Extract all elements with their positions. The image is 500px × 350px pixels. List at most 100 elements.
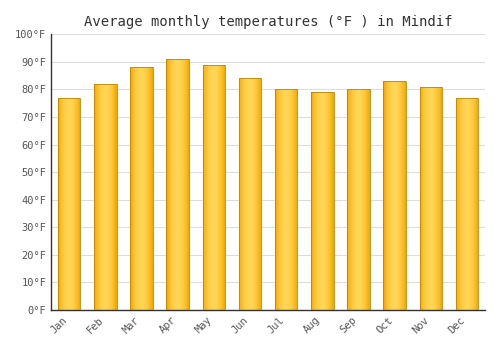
Bar <box>251 78 252 310</box>
Bar <box>108 84 110 310</box>
Bar <box>222 65 223 310</box>
Bar <box>332 92 333 310</box>
Bar <box>255 78 256 310</box>
Bar <box>432 87 433 310</box>
Bar <box>211 65 212 310</box>
Bar <box>387 81 388 310</box>
Bar <box>143 68 144 310</box>
Bar <box>176 59 177 310</box>
Bar <box>111 84 112 310</box>
Bar <box>72 98 73 310</box>
Bar <box>366 90 367 310</box>
Bar <box>333 92 334 310</box>
Bar <box>389 81 390 310</box>
Bar <box>275 90 276 310</box>
Bar <box>58 98 80 310</box>
Bar <box>438 87 439 310</box>
Bar <box>312 92 313 310</box>
Bar <box>212 65 214 310</box>
Bar <box>292 90 293 310</box>
Bar <box>477 98 478 310</box>
Bar <box>295 90 296 310</box>
Bar <box>464 98 465 310</box>
Bar <box>239 78 261 310</box>
Bar <box>96 84 97 310</box>
Bar <box>279 90 280 310</box>
Bar <box>316 92 317 310</box>
Bar <box>74 98 75 310</box>
Bar <box>368 90 369 310</box>
Bar <box>353 90 354 310</box>
Bar <box>242 78 244 310</box>
Bar <box>456 98 478 310</box>
Bar <box>207 65 208 310</box>
Bar <box>467 98 468 310</box>
Bar <box>241 78 242 310</box>
Bar <box>103 84 104 310</box>
Bar <box>422 87 423 310</box>
Bar <box>185 59 186 310</box>
Bar <box>140 68 141 310</box>
Bar <box>134 68 135 310</box>
Bar <box>215 65 216 310</box>
Bar <box>384 81 385 310</box>
Bar <box>100 84 101 310</box>
Bar <box>283 90 284 310</box>
Bar <box>136 68 137 310</box>
Bar <box>386 81 387 310</box>
Bar <box>175 59 176 310</box>
Bar <box>221 65 222 310</box>
Bar <box>106 84 107 310</box>
Bar <box>475 98 476 310</box>
Bar <box>99 84 100 310</box>
Bar <box>105 84 106 310</box>
Bar <box>388 81 389 310</box>
Bar <box>288 90 289 310</box>
Bar <box>390 81 391 310</box>
Bar <box>150 68 151 310</box>
Bar <box>113 84 114 310</box>
Bar <box>285 90 286 310</box>
Bar <box>115 84 116 310</box>
Bar <box>177 59 178 310</box>
Bar <box>247 78 248 310</box>
Bar <box>179 59 180 310</box>
Bar <box>402 81 403 310</box>
Bar <box>75 98 76 310</box>
Bar <box>284 90 285 310</box>
Bar <box>434 87 435 310</box>
Bar <box>171 59 172 310</box>
Bar <box>188 59 189 310</box>
Bar <box>130 68 152 310</box>
Bar <box>138 68 140 310</box>
Bar <box>132 68 133 310</box>
Bar <box>256 78 258 310</box>
Bar <box>210 65 211 310</box>
Title: Average monthly temperatures (°F ) in Mindif: Average monthly temperatures (°F ) in Mi… <box>84 15 452 29</box>
Bar <box>320 92 321 310</box>
Bar <box>423 87 424 310</box>
Bar <box>104 84 105 310</box>
Bar <box>439 87 440 310</box>
Bar <box>326 92 327 310</box>
Bar <box>400 81 401 310</box>
Bar <box>102 84 103 310</box>
Bar <box>459 98 460 310</box>
Bar <box>252 78 253 310</box>
Bar <box>223 65 224 310</box>
Bar <box>355 90 356 310</box>
Bar <box>397 81 398 310</box>
Bar <box>97 84 98 310</box>
Bar <box>148 68 149 310</box>
Bar <box>356 90 357 310</box>
Bar <box>258 78 259 310</box>
Bar <box>114 84 115 310</box>
Bar <box>131 68 132 310</box>
Bar <box>133 68 134 310</box>
Bar <box>463 98 464 310</box>
Bar <box>319 92 320 310</box>
Bar <box>184 59 185 310</box>
Bar <box>461 98 462 310</box>
Bar <box>69 98 70 310</box>
Bar <box>440 87 441 310</box>
